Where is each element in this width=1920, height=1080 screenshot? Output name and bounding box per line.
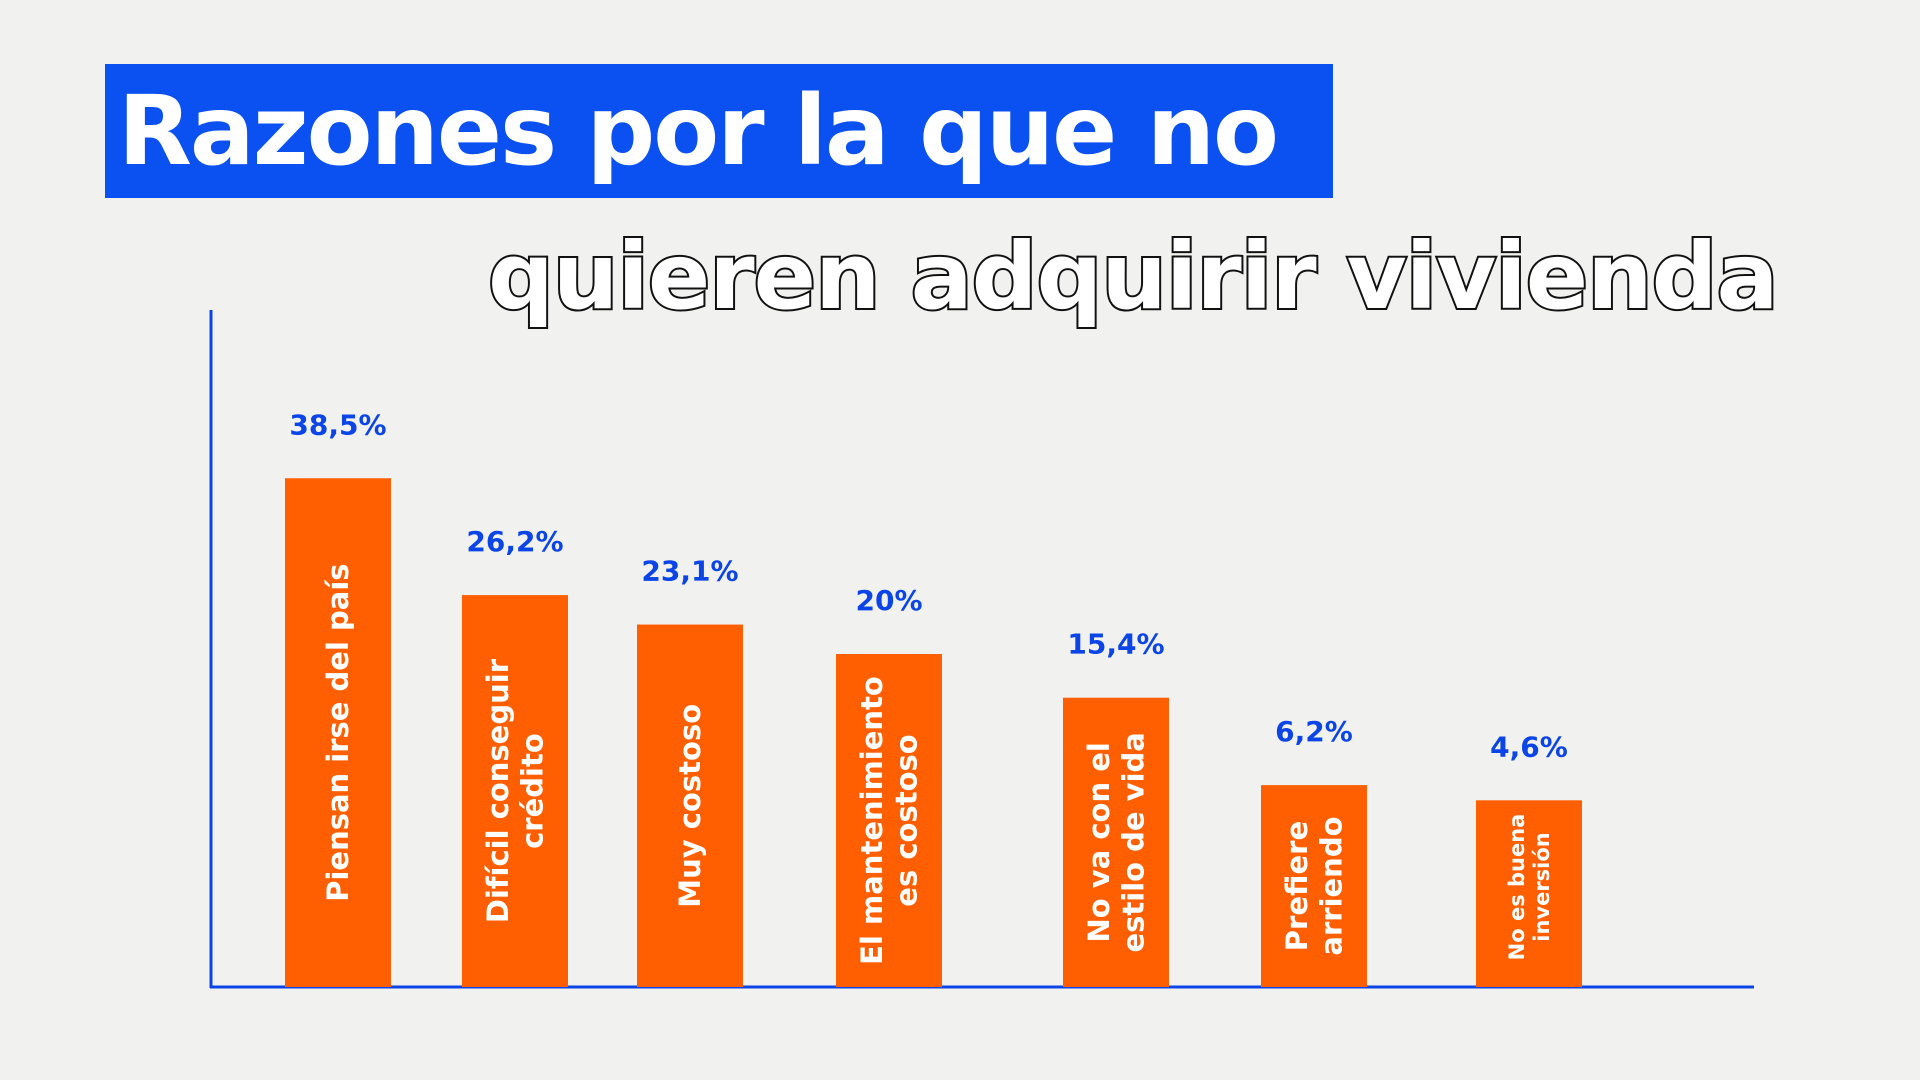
- category-label-line: inversión: [1530, 832, 1554, 942]
- category-label-line: Prefiere: [1280, 821, 1314, 951]
- data-label: 4,6%: [1490, 730, 1568, 763]
- bar: [285, 478, 391, 987]
- bar: [1063, 697, 1169, 987]
- data-label: 23,1%: [641, 555, 738, 588]
- bar: [1261, 785, 1367, 987]
- title-background: [105, 64, 1333, 198]
- chart-title: Razones por la que no: [118, 75, 1279, 187]
- category-label: No va con elestilo de vida: [1082, 732, 1151, 952]
- category-label: Difícil conseguircrédito: [481, 658, 550, 923]
- data-label: 15,4%: [1067, 628, 1164, 661]
- category-label: Prefierearriendo: [1280, 816, 1349, 955]
- category-label: El mantenimientoes costoso: [855, 676, 924, 965]
- bar: [836, 654, 942, 987]
- category-label-line: No va con el: [1082, 742, 1116, 942]
- category-label-line: es costoso: [890, 734, 924, 906]
- data-label: 26,2%: [466, 525, 563, 558]
- category-label-line: No es buena: [1505, 814, 1529, 961]
- category-label-line: crédito: [516, 733, 550, 849]
- category-label-line: estilo de vida: [1117, 732, 1151, 952]
- category-label-line: El mantenimiento: [855, 676, 889, 965]
- category-label: No es buenainversión: [1505, 814, 1554, 961]
- data-label: 20%: [855, 584, 922, 617]
- bar: [462, 595, 568, 987]
- category-label-line: Muy costoso: [673, 704, 707, 908]
- category-label: Muy costoso: [673, 704, 707, 908]
- category-label-line: Difícil conseguir: [481, 658, 515, 923]
- data-label: 38,5%: [289, 408, 386, 441]
- category-label-line: Piensan irse del país: [321, 563, 355, 901]
- bar: [637, 624, 743, 987]
- bar: [1476, 800, 1582, 987]
- category-label-line: arriendo: [1315, 816, 1349, 955]
- chart-subtitle: quieren adquirir vivienda: [486, 221, 1781, 332]
- category-label: Piensan irse del país: [321, 563, 355, 901]
- data-label: 6,2%: [1275, 715, 1353, 748]
